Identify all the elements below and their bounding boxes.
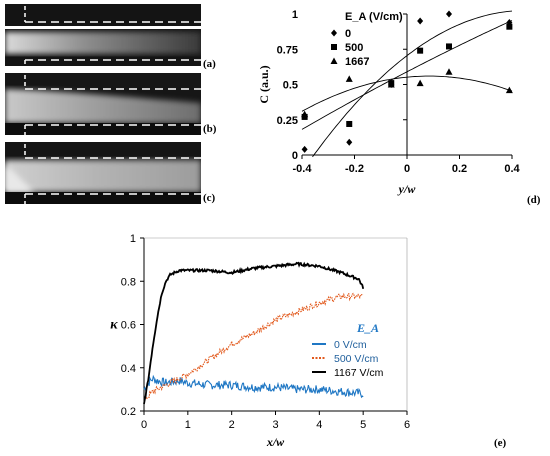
legend-title: E_A: [356, 321, 379, 335]
x-tick-label: 0: [404, 163, 410, 175]
micrograph-b: [5, 73, 201, 135]
y-tick-label: 0.6: [121, 320, 136, 332]
y-tick-label: 1: [292, 9, 298, 21]
y-tick-label: 1: [130, 233, 136, 245]
data-point-0: [446, 10, 452, 18]
x-tick-label: 0.4: [504, 163, 520, 175]
x-tick-label: -0.4: [293, 163, 313, 175]
y-tick-label: 0.4: [121, 363, 136, 375]
panel-label-e: (e): [494, 437, 507, 449]
x-axis-label: y/w: [397, 182, 417, 196]
legend-marker-0: [331, 29, 337, 37]
panel-label-a: (a): [203, 58, 216, 70]
data-point-1667: [345, 75, 353, 82]
micrograph-a: [5, 4, 201, 66]
legend-entry-1167-V-cm: 1167 V/cm: [334, 367, 384, 379]
y-tick-label: 0: [292, 150, 298, 162]
trendline-0: [312, 10, 513, 158]
x-tick-label: 0: [141, 419, 147, 431]
x-tick-label: 1: [185, 419, 191, 431]
series-line-1167-V-cm: [143, 261, 365, 405]
y-tick-label: 0.5: [283, 80, 298, 92]
data-point-500: [506, 23, 513, 30]
mixing-index-chart: 0.2 0.4 0.6 0.8 1 0 1 2 3 4 5 6 x/w κ E_A 0 V/cm 500 V/c…: [110, 233, 410, 449]
data-point-1667: [505, 86, 513, 94]
y-axis-label: κ: [110, 318, 118, 333]
data-point-500: [346, 120, 353, 127]
data-point-500: [417, 47, 424, 54]
data-point-0: [417, 17, 424, 25]
x-tick-label: -0.2: [345, 163, 364, 175]
x-tick-label: 2: [229, 419, 235, 431]
y-tick-label: 0.25: [277, 115, 298, 127]
data-point-1667: [301, 110, 309, 118]
legend-entry-0-V-cm: 0 V/cm: [334, 339, 367, 351]
legend-title: E_A (V/cm): [345, 11, 403, 23]
x-tick-label: 6: [404, 419, 410, 431]
y-tick-label: 0.75: [277, 44, 298, 56]
data-point-0: [301, 145, 308, 153]
y-axis-label: C (a.u.): [257, 65, 271, 103]
x-tick-label: 5: [360, 419, 366, 431]
data-point-1667: [387, 81, 395, 88]
x-tick-label: 3: [272, 419, 278, 431]
data-point-1667: [416, 79, 424, 87]
x-tick-label: 4: [316, 419, 322, 431]
legend-marker-500: [331, 44, 337, 50]
x-axis-label: x/w: [266, 435, 285, 449]
y-tick-label: 0.8: [121, 276, 136, 288]
trendline-1667: [301, 75, 513, 112]
data-point-0: [346, 138, 353, 146]
legend-entry-0: 0: [345, 28, 351, 40]
series-line-500-V-cm: [144, 292, 364, 401]
trendline-500: [301, 20, 513, 130]
x-tick-label: 0.2: [452, 163, 467, 175]
panel-label-b: (b): [203, 123, 217, 135]
concentration-profile-chart: 0 0.25 0.5 0.75 1 -0.4 -0.2 0 0.2 0.4 y/w C (a.u.) E…: [257, 9, 521, 196]
panel-label-d: (d): [527, 194, 541, 206]
data-point-1667: [445, 68, 453, 75]
legend-entry-1667: 1667: [345, 56, 369, 68]
data-point-500: [446, 43, 452, 50]
panel-label-c: (c): [203, 192, 216, 204]
y-tick-label: 0.2: [121, 406, 136, 418]
micrograph-c: [5, 142, 201, 204]
legend-marker-1667: [330, 57, 338, 64]
legend-entry-500-V-cm: 500 V/cm: [334, 353, 379, 365]
legend-entry-500: 500: [345, 42, 363, 54]
